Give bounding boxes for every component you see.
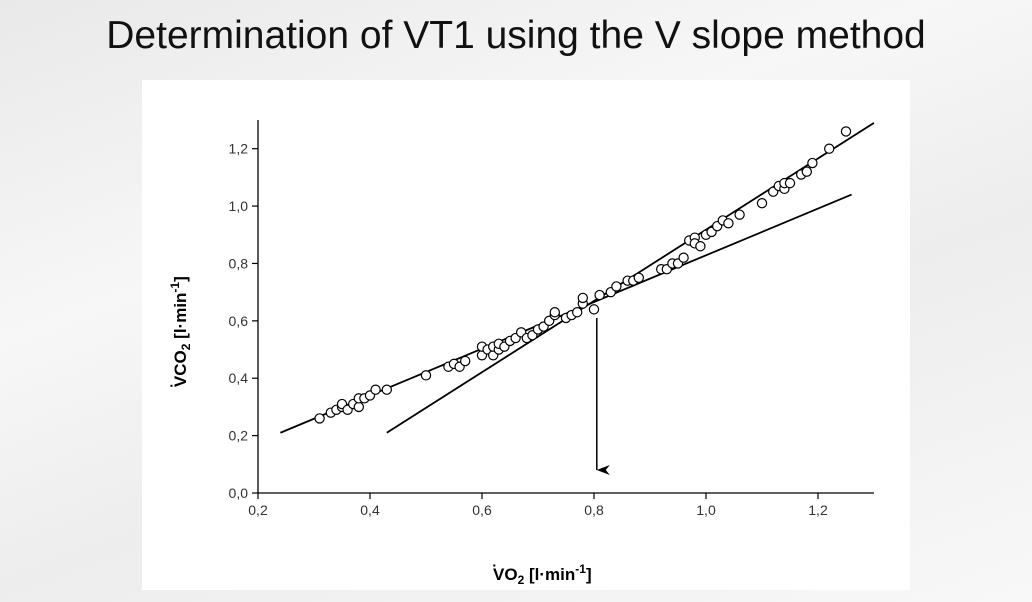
y-label-sup: -1 (168, 282, 182, 293)
data-point (784, 177, 796, 189)
data-point (611, 281, 622, 292)
x-tick-label: 1,0 (696, 502, 716, 518)
data-point (314, 413, 325, 424)
y-tick-label: 0,8 (229, 255, 249, 271)
data-point (807, 157, 818, 169)
data-point (723, 218, 734, 229)
data-point (420, 370, 432, 381)
data-point (577, 292, 588, 304)
x-tick-label: 1,2 (808, 502, 828, 518)
x-tick-label: 0,6 (472, 502, 492, 518)
data-point (381, 384, 392, 395)
data-point (840, 126, 852, 137)
x-axis-label: ·VO2 [l·min-1] (492, 557, 591, 587)
x-label-dot: · (492, 557, 497, 573)
data-point (572, 307, 583, 318)
x-tick-label: 0,8 (584, 502, 604, 518)
slide-title: Determination of VT1 using the V slope m… (106, 14, 926, 57)
data-point (756, 198, 768, 209)
y-tick-label: 1,2 (229, 141, 249, 157)
data-point (549, 307, 560, 318)
x-label-unit-close: ] (586, 565, 592, 584)
data-point (678, 252, 689, 263)
fit-lines (280, 122, 875, 434)
x-tick-label: 0,2 (248, 502, 268, 518)
y-tick-label: 0,0 (229, 485, 249, 501)
x-label-unit-open: [l·min (524, 565, 575, 584)
data-point (588, 304, 600, 315)
data-point (633, 272, 644, 284)
data-point (824, 143, 835, 154)
y-tick-label: 1,0 (229, 198, 249, 214)
data-points (314, 126, 852, 424)
y-tick-label: 0,4 (229, 370, 249, 386)
y-tick-label: 0,6 (229, 313, 249, 329)
y-axis-label: ·VCO2 [l·min-1] (163, 276, 193, 388)
data-point (370, 384, 381, 395)
y-label-base: VCO (171, 350, 190, 387)
x-label-sub: 2 (518, 573, 525, 587)
x-ticks: 0,2 0,4 0,6 0,8 1,0 1,2 (248, 493, 828, 518)
x-tick-label: 0,4 (360, 502, 380, 518)
data-point (695, 241, 706, 252)
data-point (353, 401, 364, 413)
y-label-unit-close: ] (171, 276, 190, 282)
y-ticks: 0,0 0,2 0,4 0,6 0,8 1,0 1,2 (229, 141, 258, 501)
data-point (801, 166, 813, 177)
y-label-sub: 2 (179, 343, 193, 350)
y-label-dot: · (163, 383, 179, 388)
y-label-unit-open: [l·min (171, 293, 190, 344)
data-point (734, 209, 745, 220)
figure-panel: 0,2 0,4 0,6 0,8 1,0 1,2 0,0 0,2 0,4 0,6 0,8 1,0 1,2… (142, 80, 910, 590)
data-point (594, 289, 605, 301)
x-label-base: VO (493, 565, 518, 584)
data-point (460, 355, 471, 367)
vslope-chart: 0,2 0,4 0,6 0,8 1,0 1,2 0,00,20,40,60,81,01,2… (163, 120, 875, 587)
y-tick-label: 0,2 (229, 428, 249, 444)
x-label-sup: -1 (575, 562, 586, 576)
